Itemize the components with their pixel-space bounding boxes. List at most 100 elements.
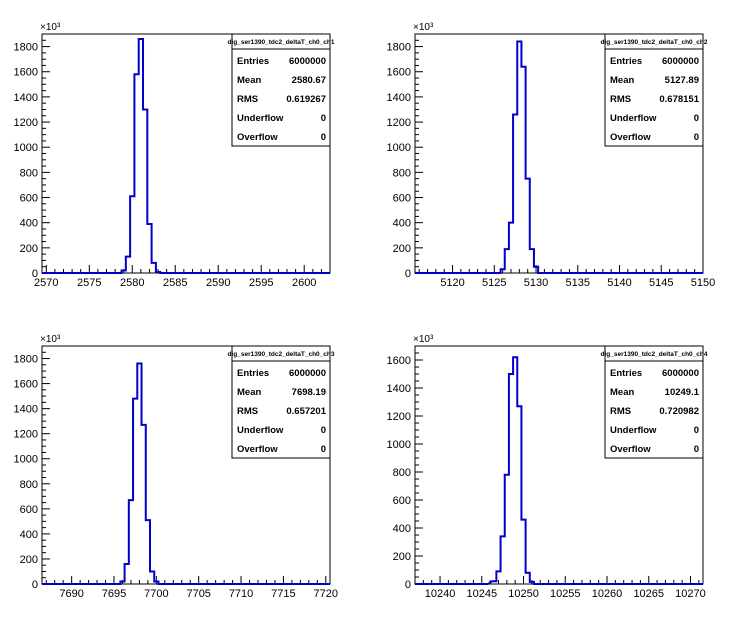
x-tick-label: 2575 (77, 277, 101, 289)
stats-label: Overflow (237, 132, 278, 143)
x-tick-label: 7705 (186, 588, 210, 600)
stats-label: Entries (237, 56, 269, 67)
y-tick-label: 1000 (14, 142, 38, 154)
y-tick-label: 400 (393, 523, 411, 535)
stats-value: 10249.1 (665, 387, 700, 398)
stats-label: Entries (237, 368, 269, 379)
stats-label: Underflow (237, 113, 284, 124)
stats-box: dig_ser1390_tdc2_deltaT_ch0_ch3 Entries 60… (228, 345, 335, 459)
y-tick-label: 1200 (14, 429, 38, 441)
y-tick-label: 200 (393, 551, 411, 563)
y-multiplier-label: ×10³ (413, 22, 434, 33)
stats-value: 0 (694, 132, 699, 143)
stats-frame (604, 345, 704, 459)
y-tick-label: 200 (393, 243, 411, 255)
stats-label: Mean (610, 387, 634, 398)
y-tick-label: 600 (20, 193, 38, 205)
y-tick-label: 400 (20, 529, 38, 541)
stats-value: 0 (321, 132, 326, 143)
stats-label: Mean (610, 75, 634, 86)
x-tick-label: 7695 (102, 588, 126, 600)
y-tick-label: 400 (20, 218, 38, 230)
histogram-outline (42, 38, 330, 274)
y-multiplier-label: ×10³ (413, 334, 434, 345)
y-tick-label: 800 (20, 479, 38, 491)
stats-frame (231, 345, 331, 459)
y-tick-label: 800 (393, 167, 411, 179)
x-tick-label: 10270 (675, 588, 706, 600)
stats-value: 6000000 (662, 56, 699, 67)
y-tick-label: 400 (393, 218, 411, 230)
stats-label: Underflow (610, 113, 657, 124)
y-tick-label: 1600 (387, 67, 411, 79)
histogram-pad-4: ×10³ 0 200 400 600 800 1000 1200 1400 1600 10240 10… (387, 334, 708, 600)
stats-value: 0.678151 (659, 94, 699, 105)
y-tick-label: 1600 (14, 379, 38, 391)
histogram-pad-2: ×10³ 0 200 400 600 800 1000 1200 1400 1600 1800 512… (387, 22, 716, 289)
x-tick-label: 5135 (566, 277, 590, 289)
y-tick-label: 1800 (387, 42, 411, 54)
x-tick-label: 5120 (440, 277, 464, 289)
y-tick-label: 600 (393, 193, 411, 205)
stats-box: dig_ser1390_tdc2_deltaT_ch0_ch4 Entries 60… (601, 345, 708, 459)
stats-name: dig_ser1390_tdc2_deltaT_ch0_ch1 (228, 39, 335, 46)
x-tick-label: 10245 (466, 588, 497, 600)
stats-value: 0 (694, 113, 699, 124)
y-tick-label: 0 (32, 579, 38, 591)
stats-label: Overflow (610, 132, 651, 143)
x-tick-label: 2585 (163, 277, 187, 289)
y-tick-label: 600 (20, 504, 38, 516)
histogram-outline (42, 362, 330, 585)
stats-name: dig_ser1390_tdc2_deltaT_ch0_ch4 (601, 351, 708, 358)
y-tick-label: 0 (32, 268, 38, 280)
stats-value: 2580.67 (292, 75, 326, 86)
stats-value: 0.657201 (286, 406, 326, 417)
stats-label: Entries (610, 368, 642, 379)
y-tick-label: 200 (20, 554, 38, 566)
stats-name: dig_ser1390_tdc2_deltaT_ch0_ch2 (601, 39, 708, 46)
y-tick-label: 1400 (14, 404, 38, 416)
x-tick-label: 10240 (425, 588, 456, 600)
x-tick-label: 5150 (691, 277, 715, 289)
stats-value: 6000000 (289, 56, 326, 67)
y-multiplier-label: ×10³ (40, 22, 61, 33)
x-tick-label: 10260 (592, 588, 623, 600)
y-tick-label: 0 (405, 268, 411, 280)
histogram-outline (415, 40, 703, 274)
x-tick-label: 5130 (524, 277, 548, 289)
y-tick-label: 1000 (387, 142, 411, 154)
x-tick-label: 7690 (59, 588, 83, 600)
y-tick-label: 1800 (14, 354, 38, 366)
x-tick-label: 2580 (120, 277, 144, 289)
x-tick-label: 7715 (271, 588, 295, 600)
stats-box: dig_ser1390_tdc2_deltaT_ch0_ch2 Entries 60… (601, 33, 708, 147)
y-tick-label: 1600 (387, 355, 411, 367)
stats-label: Mean (237, 75, 261, 86)
stats-label: RMS (610, 94, 631, 105)
stats-value: 7698.19 (292, 387, 326, 398)
stats-label: RMS (610, 406, 631, 417)
y-tick-label: 0 (405, 579, 411, 591)
stats-label: Mean (237, 387, 261, 398)
y-tick-label: 1200 (387, 411, 411, 423)
x-tick-label: 5145 (649, 277, 673, 289)
stats-value: 6000000 (289, 368, 326, 379)
y-tick-label: 1200 (387, 117, 411, 129)
y-tick-label: 1400 (14, 92, 38, 104)
stats-frame (231, 33, 331, 147)
histogram-pad-3: ×10³ 0 200 400 600 800 1000 1200 1400 1600 1800 769… (14, 334, 338, 600)
stats-label: Underflow (610, 425, 657, 436)
x-tick-label: 5140 (607, 277, 631, 289)
histogram-pad-1: ×10³ 0 200 400 600 800 1000 1200 1400 1600 1800 257… (14, 22, 335, 289)
x-tick-label: 7710 (229, 588, 253, 600)
stats-label: Entries (610, 56, 642, 67)
stats-label: RMS (237, 406, 258, 417)
y-tick-label: 1400 (387, 383, 411, 395)
x-tick-label: 2590 (206, 277, 230, 289)
x-tick-label: 2595 (249, 277, 273, 289)
x-tick-label: 7700 (144, 588, 168, 600)
y-tick-label: 1000 (14, 454, 38, 466)
y-tick-label: 1000 (387, 439, 411, 451)
x-tick-label: 2570 (34, 277, 58, 289)
y-multiplier-label: ×10³ (40, 334, 61, 345)
